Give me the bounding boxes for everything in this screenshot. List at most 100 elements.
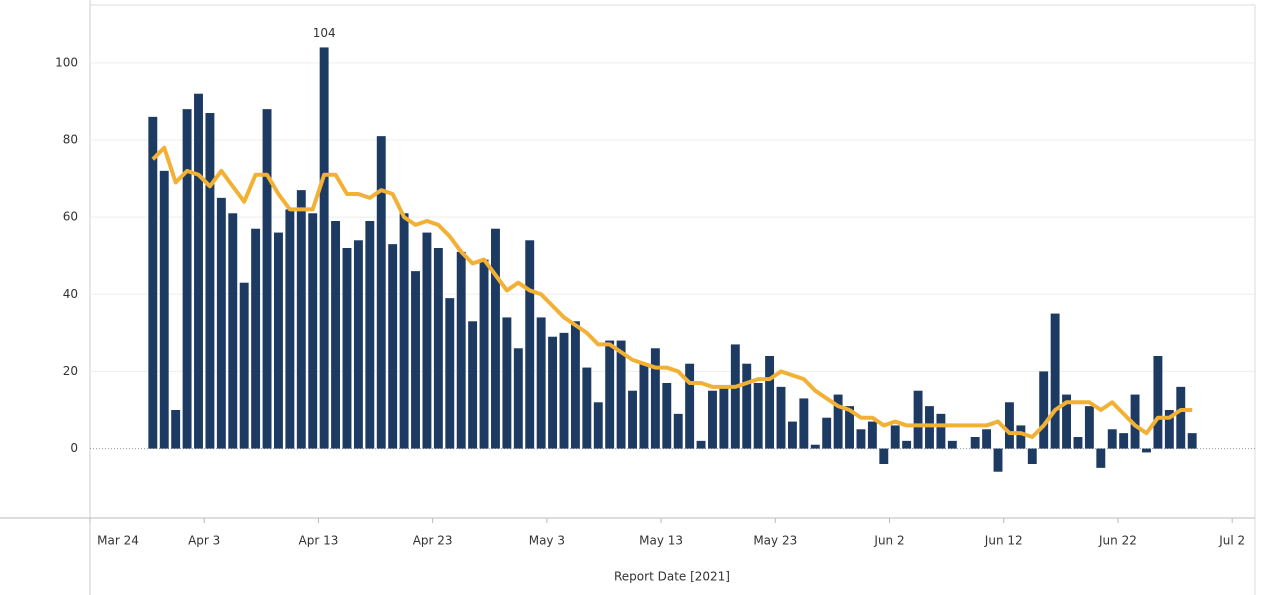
x-tick-label: May 23 (753, 534, 797, 548)
x-tick-label: Jun 2 (873, 534, 904, 548)
bar (993, 448, 1003, 472)
bar (171, 410, 181, 449)
bar (730, 344, 740, 449)
bar (239, 282, 249, 449)
x-tick-label: Jun 12 (984, 534, 1023, 548)
bar (776, 386, 786, 449)
bar (947, 440, 957, 449)
bar (742, 363, 752, 449)
bar (616, 340, 626, 449)
bar (639, 363, 649, 449)
x-tick-label: Jun 22 (1098, 534, 1137, 548)
bar (708, 390, 717, 449)
y-tick-label: 0 (70, 441, 78, 455)
bar (479, 259, 489, 449)
bar (810, 444, 820, 449)
bar (890, 425, 900, 449)
bar (1027, 448, 1037, 464)
bar (1016, 425, 1026, 449)
bar (593, 402, 603, 449)
bar (605, 340, 615, 449)
y-tick-label: 80 (63, 133, 78, 147)
moving-average-line (151, 145, 1193, 439)
bar (422, 232, 432, 449)
bar (468, 321, 478, 449)
bar (1142, 448, 1151, 453)
y-tick-label: 40 (63, 287, 78, 301)
y-tick-label: 100 (55, 55, 78, 69)
bar (491, 228, 500, 449)
bar (856, 429, 866, 449)
bar (1119, 433, 1129, 449)
bar (559, 332, 569, 449)
bar (787, 421, 797, 449)
x-axis-title: Report Date [2021] (614, 570, 730, 584)
bar (308, 213, 318, 449)
bar (902, 440, 912, 449)
y-tick-label: 60 (63, 210, 78, 224)
y-tick-label: 20 (63, 364, 78, 378)
bar (1176, 386, 1186, 449)
x-tick-label: May 13 (639, 534, 683, 548)
bar (548, 336, 558, 449)
bar (319, 47, 329, 449)
data-label: 104 (313, 26, 336, 40)
bar (525, 240, 535, 449)
bar (753, 383, 763, 449)
bar (513, 348, 523, 449)
bar (570, 321, 580, 449)
x-tick-label: Apr 13 (299, 534, 339, 548)
x-tick-label: Apr 23 (413, 534, 453, 548)
x-tick-label: Mar 24 (97, 534, 139, 548)
bar (628, 390, 637, 449)
bar (673, 413, 683, 449)
bar (228, 213, 238, 449)
bar (696, 440, 706, 449)
bar (970, 437, 980, 449)
bar (365, 221, 375, 449)
bar (456, 251, 466, 449)
bar (353, 240, 363, 449)
bar (445, 298, 455, 449)
bar (1096, 448, 1106, 468)
bar (662, 383, 672, 449)
bar (205, 113, 215, 449)
bar (274, 232, 283, 449)
x-tick-label: Jul 2 (1218, 534, 1245, 548)
bar (822, 417, 832, 449)
bar (1084, 406, 1094, 449)
bar (285, 209, 295, 449)
bar (879, 448, 889, 464)
bar (411, 271, 420, 449)
bar (582, 367, 592, 449)
bar (148, 116, 158, 449)
bar (399, 213, 409, 449)
x-tick-label: May 3 (529, 534, 565, 548)
bar (845, 406, 854, 449)
bar (867, 421, 877, 449)
bar (685, 363, 695, 449)
bar (251, 228, 261, 449)
bar (388, 244, 398, 449)
bar (765, 356, 775, 449)
bar (262, 109, 272, 449)
bar (331, 221, 341, 449)
bar (376, 136, 386, 449)
bar (216, 197, 226, 449)
bar (1164, 410, 1174, 449)
bar (159, 170, 169, 449)
bar (1050, 313, 1060, 449)
bar (1062, 394, 1071, 449)
bar (194, 93, 203, 449)
bar (1153, 356, 1163, 449)
bar (433, 248, 443, 449)
bar (536, 317, 546, 449)
bar (982, 429, 992, 449)
bar (1130, 394, 1140, 449)
bar (296, 190, 306, 449)
bar (1039, 371, 1049, 449)
bar (1004, 402, 1014, 449)
bar (182, 109, 192, 449)
bar (342, 248, 352, 449)
